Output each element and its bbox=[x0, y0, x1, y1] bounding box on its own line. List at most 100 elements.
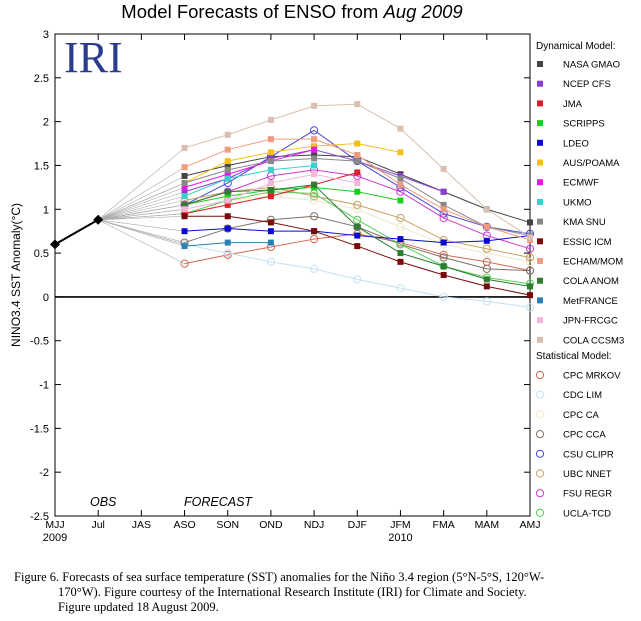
obs-line bbox=[54, 218, 99, 246]
legend-item-aus-poama: AUS/POAMA bbox=[537, 158, 620, 169]
data-point bbox=[223, 248, 232, 258]
legend-marker bbox=[535, 390, 545, 399]
y-tick-label: 3 bbox=[43, 29, 49, 41]
data-point bbox=[527, 292, 533, 299]
data-point bbox=[267, 193, 274, 200]
legend-marker bbox=[537, 139, 543, 146]
data-point bbox=[439, 253, 448, 262]
series-ukmo bbox=[98, 162, 318, 221]
legend-marker bbox=[535, 430, 545, 439]
fan-line bbox=[98, 182, 185, 221]
data-point bbox=[525, 266, 535, 275]
fan-line bbox=[98, 219, 185, 232]
legend-label: CPC CCA bbox=[563, 430, 606, 441]
legend-item-cpc-ca: CPC CA bbox=[535, 410, 600, 421]
y-tick-label: 1 bbox=[43, 204, 49, 216]
data-point bbox=[181, 243, 188, 250]
caption-line-2: 170°W). Figure courtesy of the Internati… bbox=[58, 585, 527, 599]
legend-item-csu-clipr: CSU CLIPR bbox=[535, 449, 614, 460]
legend-marker bbox=[537, 198, 543, 205]
figure-caption: Figure 6. Forecasts of sea surface tempe… bbox=[14, 570, 636, 615]
data-point bbox=[396, 213, 405, 223]
data-point bbox=[439, 213, 448, 223]
data-point bbox=[525, 244, 535, 253]
legend-label: CPC CA bbox=[563, 410, 600, 421]
data-point bbox=[311, 228, 318, 235]
series-line bbox=[184, 186, 401, 206]
legend-label: ESSIC ICM bbox=[563, 237, 612, 248]
legend-item-cpc-cca: CPC CCA bbox=[535, 430, 606, 441]
fan-line bbox=[98, 200, 185, 221]
plot-frame bbox=[54, 33, 531, 517]
data-point bbox=[311, 162, 318, 169]
data-point bbox=[397, 125, 404, 132]
data-point bbox=[311, 151, 318, 158]
legend-marker bbox=[537, 317, 543, 324]
legend-item-fsu-regr: FSU REGR bbox=[535, 489, 612, 500]
series-line bbox=[184, 191, 531, 285]
enso-forecast-chart: Model Forecasts of ENSO from Aug 2009 NI… bbox=[9, 1, 624, 544]
data-point bbox=[267, 149, 274, 156]
data-point bbox=[483, 206, 490, 213]
data-point bbox=[525, 257, 535, 266]
data-point bbox=[311, 102, 318, 109]
obs-point bbox=[93, 214, 104, 225]
data-point bbox=[483, 237, 490, 244]
legend-item-ecmwf: ECMWF bbox=[537, 178, 599, 189]
fan-line bbox=[98, 166, 185, 221]
series-line bbox=[184, 164, 315, 197]
data-point bbox=[439, 262, 448, 271]
data-point bbox=[525, 253, 535, 262]
data-point bbox=[354, 158, 361, 165]
data-point bbox=[482, 264, 491, 273]
data-point bbox=[440, 272, 447, 278]
data-point bbox=[267, 158, 274, 165]
x-tick-label: AMJ bbox=[520, 519, 541, 531]
data-point bbox=[267, 228, 274, 235]
data-point bbox=[224, 175, 231, 182]
series-line bbox=[184, 171, 358, 215]
fan-line bbox=[98, 213, 185, 221]
data-point bbox=[354, 232, 361, 239]
series-line bbox=[184, 186, 531, 258]
data-point bbox=[527, 234, 533, 241]
data-point bbox=[354, 140, 361, 147]
data-point bbox=[181, 179, 188, 186]
y-tick-label: -2 bbox=[39, 467, 49, 479]
data-point bbox=[397, 250, 404, 257]
legend-item-ubc-nnet: UBC NNET bbox=[535, 469, 612, 480]
data-point bbox=[440, 239, 447, 246]
data-point bbox=[267, 136, 274, 143]
data-point bbox=[267, 239, 274, 246]
legend-label: UCLA-TCD bbox=[563, 508, 611, 519]
fan-line bbox=[98, 215, 185, 221]
legend-item-cola-ccsm3: COLA CCSM3 bbox=[537, 335, 624, 346]
data-point bbox=[224, 146, 231, 153]
y-tick-label: -0.5 bbox=[30, 336, 49, 348]
legend-label: COLA CCSM3 bbox=[563, 335, 624, 346]
x-tick-label: SON bbox=[216, 519, 239, 531]
legend-marker bbox=[537, 61, 543, 67]
data-point bbox=[397, 149, 404, 156]
legend-label: MetFRANCE bbox=[563, 296, 618, 307]
data-point bbox=[224, 171, 231, 178]
data-point bbox=[181, 201, 188, 208]
data-point bbox=[439, 250, 448, 259]
legend-marker bbox=[537, 218, 543, 225]
data-point bbox=[267, 186, 274, 193]
series-line bbox=[184, 195, 531, 263]
data-point bbox=[527, 283, 533, 290]
data-point bbox=[311, 146, 318, 153]
legend-label: FSU REGR bbox=[563, 489, 612, 500]
fan-line bbox=[98, 195, 185, 221]
legend-marker bbox=[537, 258, 543, 264]
y-tick-label: 2 bbox=[43, 117, 49, 129]
data-point bbox=[311, 155, 318, 162]
x-tick-label: JFM bbox=[390, 519, 410, 531]
legend-label: CSU CLIPR bbox=[563, 449, 614, 460]
data-point bbox=[353, 275, 362, 284]
data-point bbox=[181, 172, 188, 179]
legend-item-kma-snu: KMA SNU bbox=[537, 217, 606, 228]
data-point bbox=[397, 175, 404, 182]
y-tick-label: -1.5 bbox=[30, 423, 49, 435]
